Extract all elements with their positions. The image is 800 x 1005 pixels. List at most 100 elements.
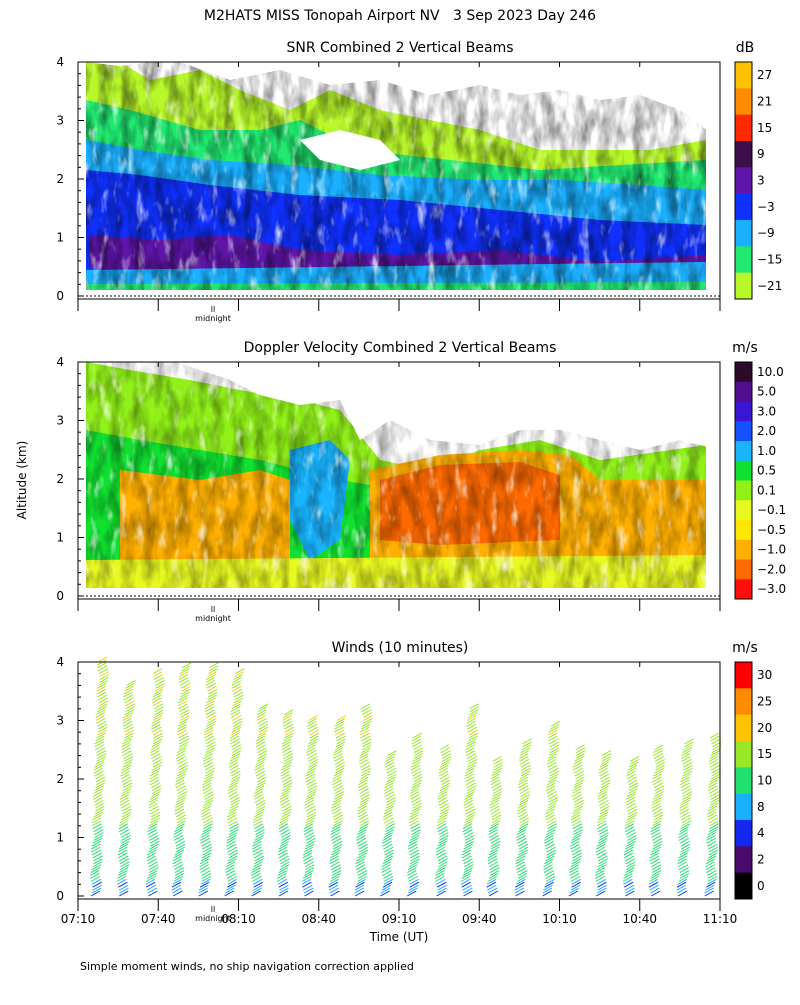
wind-barb (118, 852, 128, 859)
wind-barb (99, 671, 109, 678)
wind-barb (154, 709, 164, 716)
wind-barb (256, 744, 267, 751)
wind-barb (232, 688, 243, 695)
wind-barb (361, 709, 372, 716)
wind-barb (120, 861, 130, 868)
wind-barb (150, 794, 160, 800)
wind-barb (95, 805, 105, 812)
wind-barb (468, 735, 478, 742)
wind-barb (178, 767, 188, 774)
wind-barb (653, 770, 663, 777)
wind-barb (154, 685, 165, 692)
wind-barb (574, 770, 584, 777)
wind-barb (282, 715, 292, 721)
wind-barb (308, 758, 319, 765)
wind-barb (600, 782, 611, 789)
wind-barb (437, 864, 447, 871)
wind-barb (204, 706, 215, 713)
wind-barb (252, 817, 263, 824)
wind-barb (678, 834, 689, 841)
wind-barb (680, 799, 690, 806)
wind-barb (710, 773, 721, 780)
wind-barb (118, 843, 129, 850)
wind-barb (280, 837, 291, 844)
wind-barb (440, 776, 450, 783)
doppler-heatmap-field (86, 358, 720, 588)
wind-barb (438, 861, 448, 868)
wind-barb (93, 858, 103, 865)
wind-barb (601, 750, 612, 757)
wind-barb (544, 811, 555, 818)
wind-barb (331, 873, 341, 879)
wind-barb (654, 788, 665, 795)
wind-barb (408, 875, 419, 882)
wind-barb (330, 852, 340, 859)
wind-barb (487, 875, 498, 882)
wind-barb (574, 779, 584, 786)
wind-barb (546, 849, 557, 856)
wind-barb (544, 858, 554, 865)
wind-barb (98, 679, 108, 686)
wind-barb (681, 820, 691, 827)
wind-barb (96, 756, 106, 762)
wind-barb (308, 756, 318, 762)
wind-barb (570, 846, 581, 853)
wind-barb (226, 843, 237, 850)
wind-barb (94, 738, 104, 745)
wind-barb (546, 817, 556, 824)
wind-barb (434, 873, 445, 879)
wind-barb (231, 685, 242, 692)
wind-barb (201, 852, 212, 859)
wind-barb (436, 881, 447, 888)
wind-barb (652, 867, 662, 874)
wind-barb (627, 776, 637, 783)
wind-barb (651, 890, 661, 897)
wind-barb (97, 656, 108, 663)
wind-barb (330, 832, 340, 838)
wind-barb (408, 861, 419, 868)
wind-barb (179, 668, 190, 675)
wind-barb (254, 834, 264, 841)
doppler-ytick-label: 1 (56, 531, 64, 545)
wind-barb (177, 758, 187, 765)
wind-barb (256, 802, 266, 809)
winds-xtick-label: 07:40 (141, 912, 176, 926)
wind-barb (707, 870, 717, 876)
wind-barb (408, 837, 419, 844)
wind-barb (487, 884, 497, 891)
wind-barb (282, 738, 292, 745)
wind-barb (490, 779, 501, 786)
wind-barb (150, 750, 160, 757)
wind-barb (653, 744, 664, 751)
wind-barb (519, 750, 530, 757)
wind-barb (205, 770, 215, 777)
wind-barb (332, 823, 342, 830)
wind-barb (256, 805, 266, 812)
wind-barb (304, 890, 314, 897)
wind-barb (386, 799, 396, 806)
wind-barb (233, 720, 243, 727)
wind-barb (303, 846, 314, 853)
wind-barb (278, 823, 289, 830)
wind-barb (486, 878, 497, 885)
wind-barb (278, 843, 288, 850)
wind-barb (709, 753, 720, 759)
wind-barb (253, 814, 263, 821)
wind-barb (152, 758, 163, 765)
wind-barb (704, 887, 714, 894)
wind-barb (199, 861, 209, 868)
wind-barb (653, 811, 664, 818)
wind-barb (91, 849, 102, 856)
wind-barb (228, 761, 239, 768)
wind-barb (489, 864, 500, 871)
wind-barb (410, 823, 420, 830)
wind-barb (409, 878, 419, 885)
wind-barb (361, 735, 371, 742)
wind-barb (227, 878, 238, 885)
wind-barb (517, 867, 527, 874)
wind-barb (467, 756, 478, 762)
wind-barb (124, 697, 134, 704)
wind-barb (332, 846, 342, 853)
wind-barb (361, 770, 371, 777)
wind-barb (544, 881, 554, 888)
